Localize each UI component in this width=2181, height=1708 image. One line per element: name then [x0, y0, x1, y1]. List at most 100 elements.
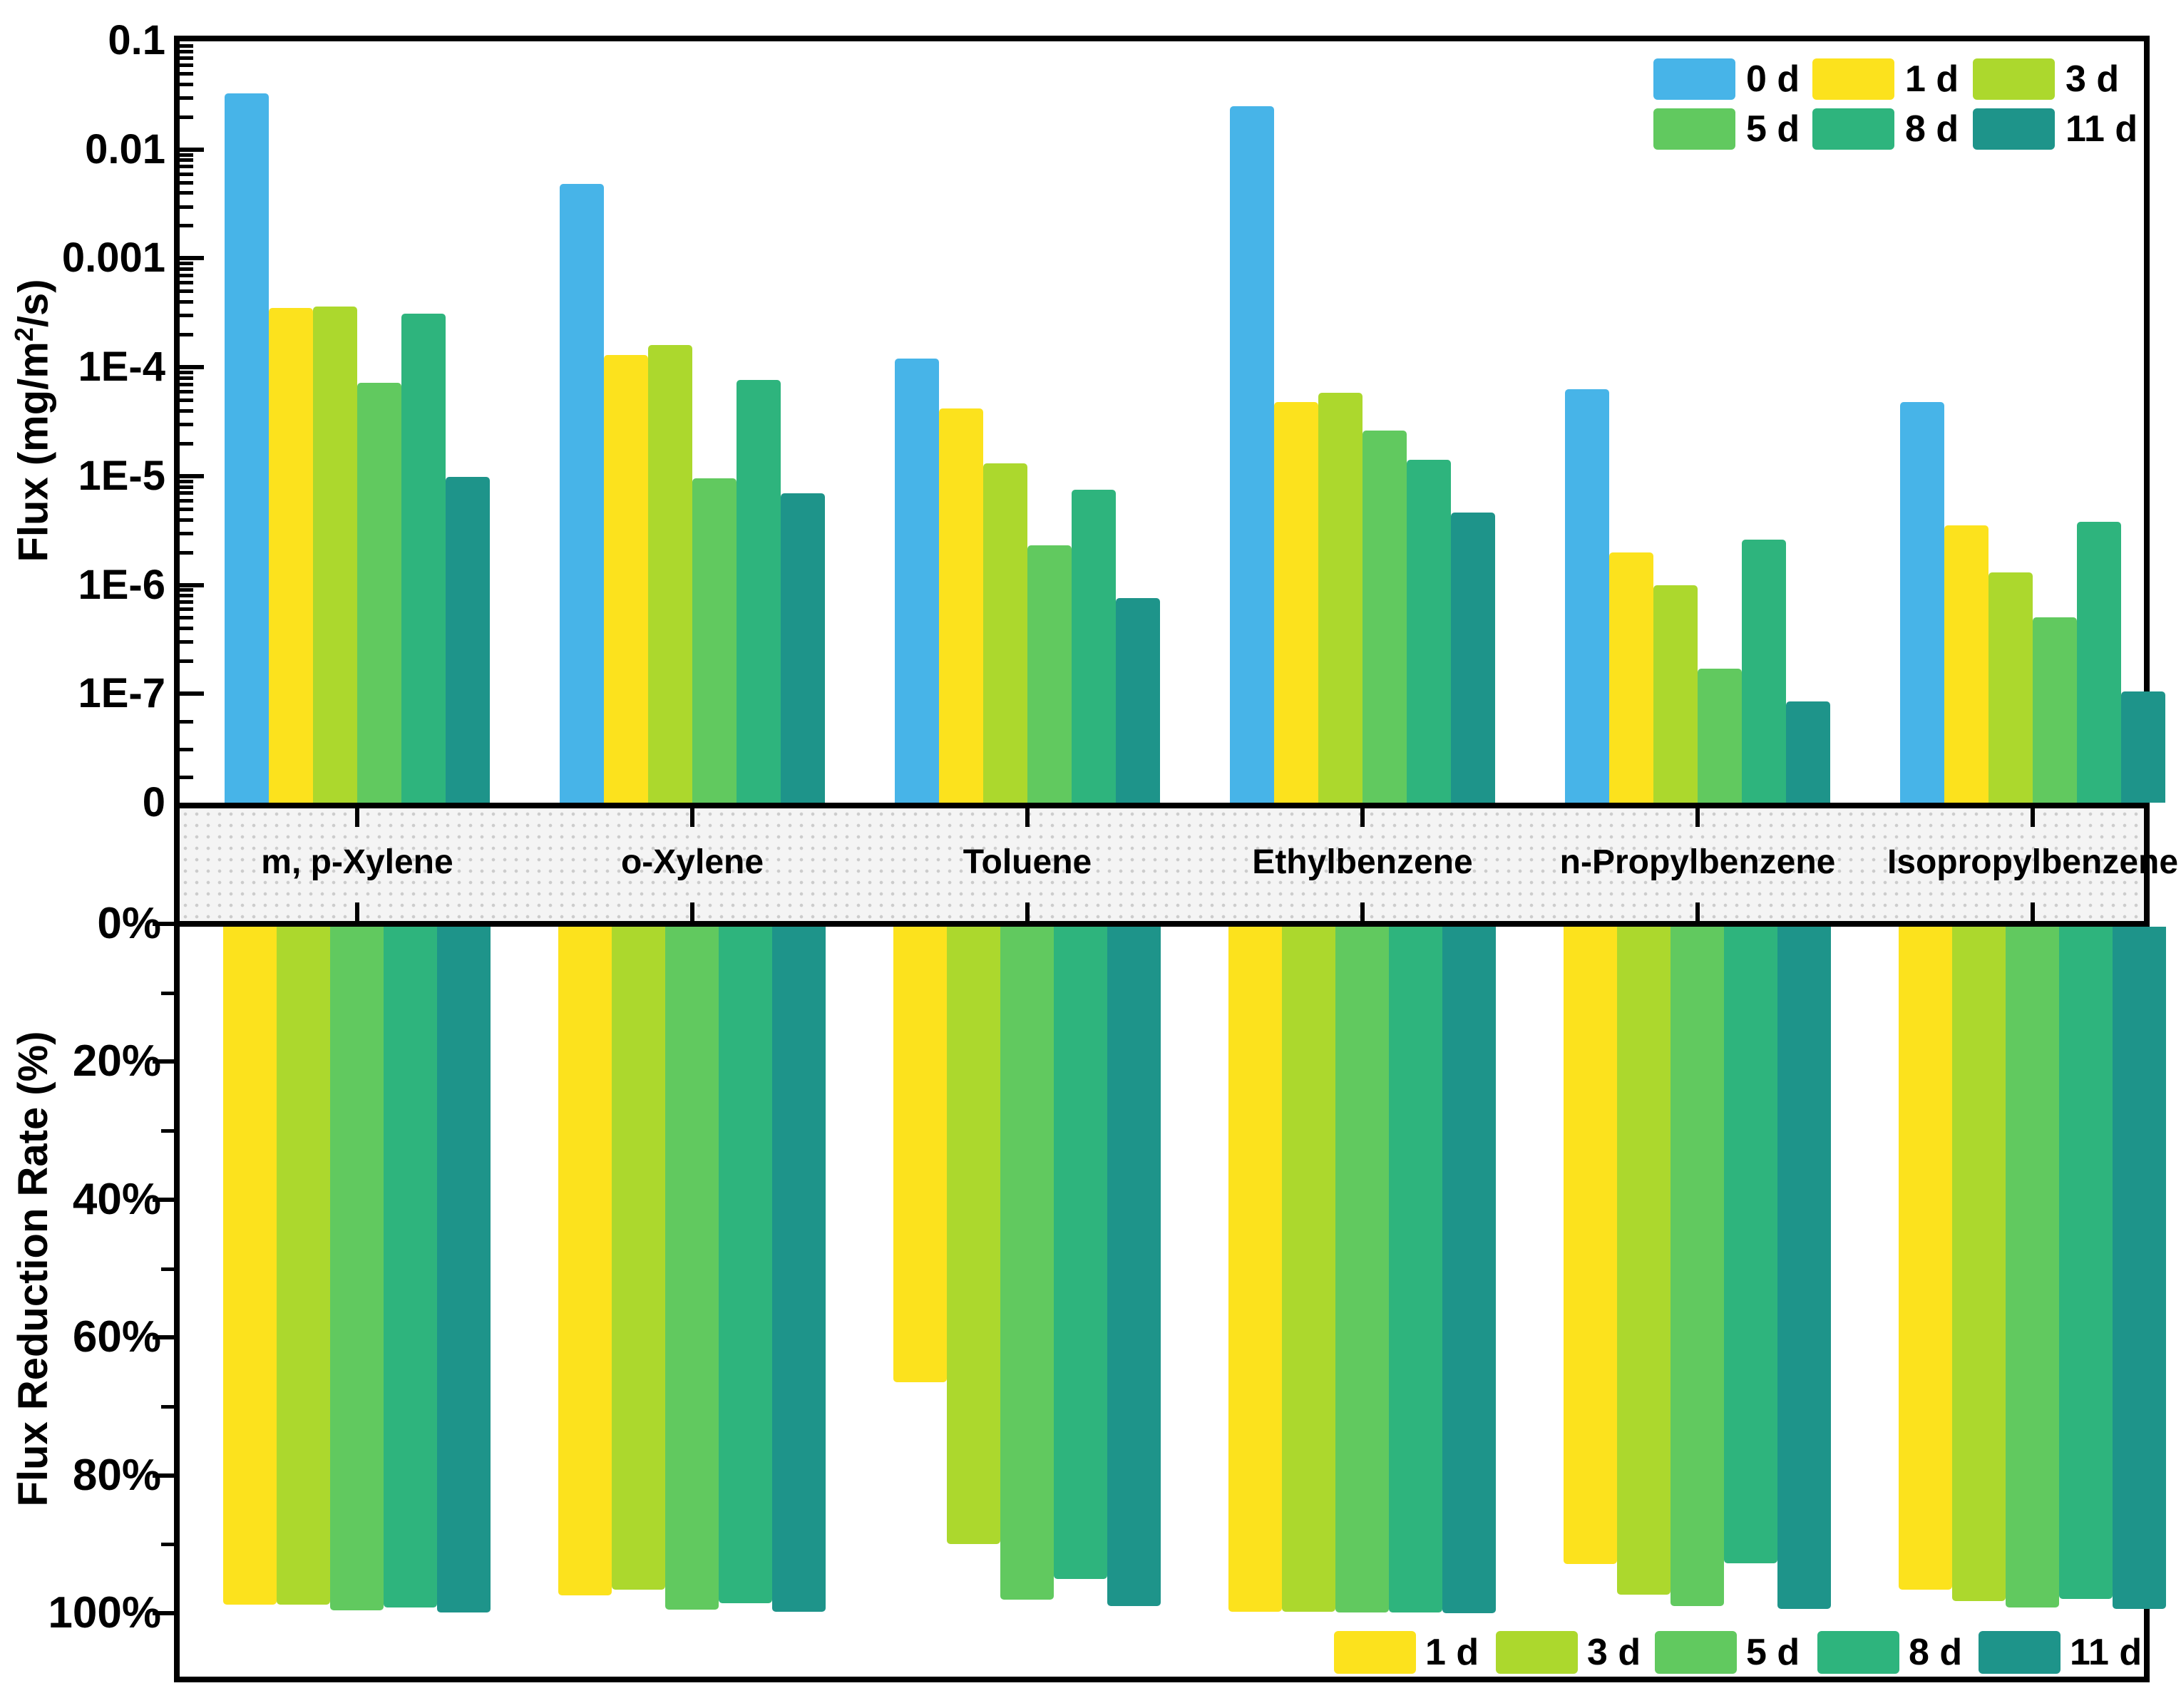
category-tick — [1025, 808, 1030, 827]
legend-swatch-5d — [1653, 108, 1735, 150]
y-minor-tick — [180, 382, 193, 386]
flux-bar-3d-2 — [648, 344, 692, 803]
pct-tick-label: 0% — [97, 899, 161, 948]
y-minor-tick — [180, 376, 193, 380]
y-major-tick — [180, 365, 204, 370]
category-tick — [355, 902, 359, 921]
flux-bar-0d-6 — [1900, 401, 1944, 803]
category-label-mpxylene: m, p-Xylene — [261, 843, 453, 881]
y-minor-tick — [180, 550, 193, 555]
y-tick-label: 1E-4 — [78, 344, 165, 391]
flux-bar-3d-6 — [1988, 572, 2033, 803]
pct-major-tick — [153, 1473, 174, 1478]
category-tick — [355, 808, 359, 827]
y-minor-tick — [180, 485, 193, 489]
category-tick — [1695, 902, 1700, 921]
flux-bar-5d-6 — [2033, 617, 2077, 803]
y-minor-tick — [180, 531, 193, 535]
y-minor-tick — [180, 43, 193, 48]
flux-bar-0d-2 — [560, 184, 604, 803]
reduction-bar-8d-4 — [1389, 927, 1442, 1613]
y-major-tick — [180, 147, 204, 152]
reduction-bar-5d-6 — [2006, 927, 2059, 1608]
pct-minor-tick — [161, 991, 174, 995]
reduction-bar-3d-2 — [612, 927, 665, 1590]
legend-label-1d: 1 d — [1905, 58, 1959, 100]
pct-minor-tick — [161, 1543, 174, 1547]
category-tick — [1360, 808, 1365, 827]
flux-bar-5d-1 — [357, 382, 401, 803]
category-tick — [1025, 902, 1030, 921]
y-minor-tick — [180, 274, 193, 278]
legend-swatch-bottom-1d — [1334, 1631, 1416, 1674]
y-minor-tick — [180, 49, 193, 53]
flux-bar-8d-1 — [401, 314, 446, 803]
flux-bar-0d-3 — [895, 359, 939, 803]
flux-bar-8d-2 — [737, 380, 781, 803]
flux-bar-8d-3 — [1072, 489, 1116, 803]
y-minor-tick — [180, 281, 193, 285]
flux-bar-5d-3 — [1027, 545, 1072, 803]
y-minor-tick — [180, 616, 193, 620]
category-tick — [1695, 808, 1700, 827]
top-legend: 0 d 1 d 3 d 5 d 8 d 11 d — [0, 0, 2181, 214]
y-tick-label: 1E-5 — [78, 452, 165, 499]
y-tick-label: 0.01 — [85, 125, 165, 173]
plot-frame — [174, 36, 2150, 1682]
legend-swatch-3d — [1973, 58, 2055, 100]
y-minor-tick — [180, 224, 193, 228]
flux-bar-11d-1 — [446, 477, 490, 803]
reduction-bar-5d-4 — [1335, 927, 1389, 1613]
reduction-bar-11d-6 — [2113, 927, 2166, 1610]
legend-swatch-8d — [1812, 108, 1894, 150]
pct-major-tick — [153, 922, 174, 926]
pct-minor-tick — [161, 1129, 174, 1133]
reduction-bar-8d-2 — [719, 927, 772, 1604]
pct-major-tick — [153, 1335, 174, 1340]
y-minor-tick — [180, 180, 193, 185]
y-minor-tick — [180, 408, 193, 413]
category-strip — [180, 808, 2144, 921]
category-tick — [1360, 902, 1365, 921]
flux-bar-5d-5 — [1698, 669, 1742, 803]
flux-bar-1d-1 — [269, 308, 313, 803]
y-minor-tick — [180, 479, 193, 483]
reduction-bar-1d-3 — [893, 927, 947, 1383]
reduction-bar-11d-4 — [1442, 927, 1496, 1613]
category-label-toluene: Toluene — [963, 843, 1092, 881]
reduction-bar-3d-4 — [1282, 927, 1335, 1612]
reduction-bar-11d-1 — [437, 927, 491, 1613]
legend-label-bottom-5d: 5 d — [1746, 1632, 1800, 1673]
legend-swatch-0d — [1653, 58, 1735, 100]
reduction-bar-1d-6 — [1899, 927, 1952, 1590]
flux-bar-1d-2 — [604, 354, 648, 803]
legend-label-bottom-3d: 3 d — [1587, 1632, 1641, 1673]
y-minor-tick — [180, 398, 193, 403]
reduction-bar-1d-2 — [558, 927, 612, 1595]
legend-label-5d: 5 d — [1746, 108, 1800, 150]
flux-bar-0d-4 — [1230, 106, 1274, 803]
legend-swatch-bottom-5d — [1655, 1631, 1737, 1674]
y-tick-label: 1E-6 — [78, 561, 165, 608]
pct-tick-label: 100% — [48, 1588, 161, 1637]
flux-bar-5d-2 — [692, 478, 737, 803]
reduction-bar-8d-5 — [1724, 927, 1777, 1564]
y-minor-tick — [180, 289, 193, 294]
y-minor-tick — [180, 300, 193, 304]
y-tick-label: 0.1 — [108, 17, 165, 63]
legend-label-bottom-1d: 1 d — [1425, 1632, 1479, 1673]
y-major-tick — [180, 473, 204, 478]
legend-swatch-bottom-8d — [1817, 1631, 1899, 1674]
flux-bar-1d-4 — [1274, 401, 1318, 803]
reduction-bar-11d-2 — [772, 927, 826, 1612]
y-tick-label: 0.001 — [61, 235, 165, 282]
category-label-ethylbenzene: Ethylbenzene — [1252, 843, 1473, 881]
y-minor-tick — [180, 333, 193, 337]
flux-bar-0d-5 — [1565, 389, 1609, 803]
reduction-bar-1d-1 — [223, 927, 277, 1605]
legend-swatch-bottom-11d — [1979, 1631, 2061, 1674]
flux-bar-11d-4 — [1451, 513, 1495, 803]
